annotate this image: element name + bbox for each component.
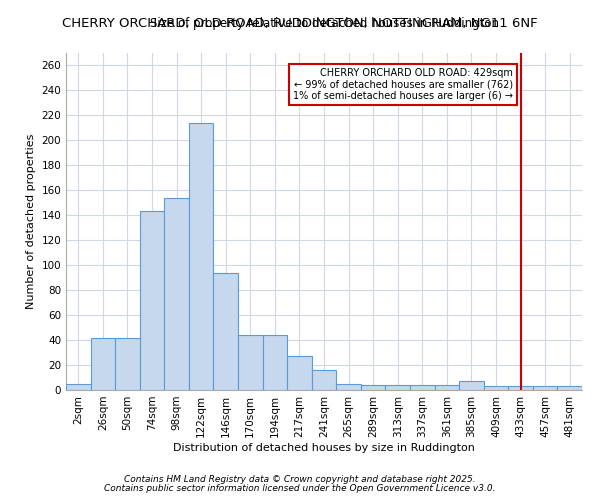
Bar [263, 335, 287, 390]
Bar [484, 386, 508, 390]
Text: CHERRY ORCHARD OLD ROAD: 429sqm
← 99% of detached houses are smaller (762)
1% of: CHERRY ORCHARD OLD ROAD: 429sqm ← 99% of… [293, 68, 513, 100]
Bar [66, 384, 91, 390]
Bar [214, 272, 238, 390]
Bar [410, 385, 434, 390]
Text: Contains HM Land Registry data © Crown copyright and database right 2025.: Contains HM Land Registry data © Crown c… [124, 475, 476, 484]
Bar [287, 356, 312, 390]
Title: Size of property relative to detached houses in Ruddington: Size of property relative to detached ho… [149, 18, 499, 30]
Bar [238, 335, 263, 390]
Bar [434, 385, 459, 390]
Bar [385, 385, 410, 390]
Bar [557, 386, 582, 390]
Bar [533, 386, 557, 390]
Bar [361, 385, 385, 390]
Bar [312, 370, 336, 390]
Bar [140, 211, 164, 390]
Text: Contains public sector information licensed under the Open Government Licence v3: Contains public sector information licen… [104, 484, 496, 493]
X-axis label: Distribution of detached houses by size in Ruddington: Distribution of detached houses by size … [173, 442, 475, 452]
Y-axis label: Number of detached properties: Number of detached properties [26, 134, 36, 309]
Bar [459, 381, 484, 390]
Bar [336, 384, 361, 390]
Bar [91, 338, 115, 390]
Bar [115, 338, 140, 390]
Bar [508, 386, 533, 390]
Bar [164, 198, 189, 390]
Bar [189, 122, 214, 390]
Text: CHERRY ORCHARD, OLD ROAD, RUDDINGTON, NOTTINGHAM, NG11 6NF: CHERRY ORCHARD, OLD ROAD, RUDDINGTON, NO… [62, 18, 538, 30]
